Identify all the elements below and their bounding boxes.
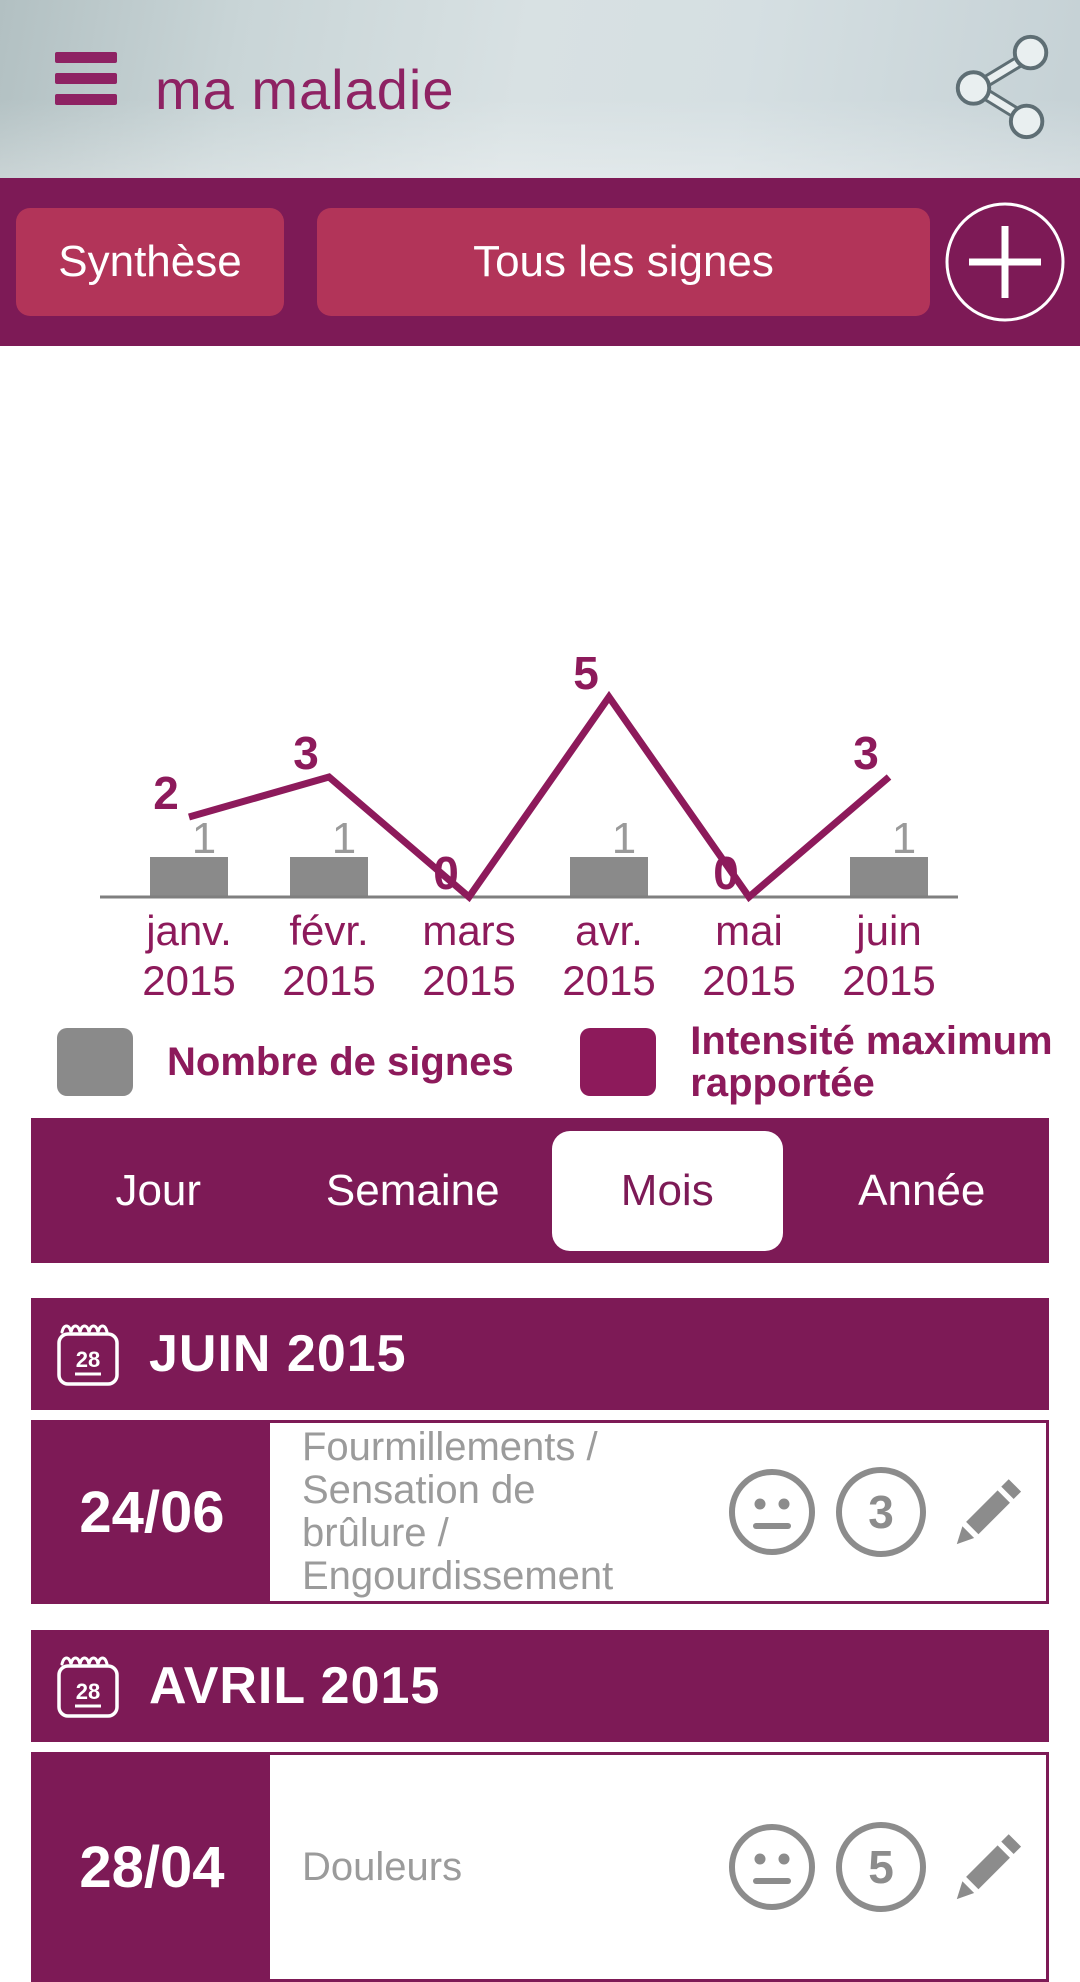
section-title: JUIN 2015 xyxy=(149,1325,407,1383)
line-value-label: 0 xyxy=(713,847,739,899)
month-label: mars xyxy=(422,907,515,954)
entry-date: 24/06 xyxy=(34,1423,270,1601)
line-value-label: 2 xyxy=(153,767,179,819)
menu-bar xyxy=(55,52,117,63)
selected-pill xyxy=(552,1131,783,1251)
plus-icon xyxy=(945,202,1065,322)
month-year-label: 2015 xyxy=(142,957,235,1004)
menu-icon[interactable] xyxy=(55,52,117,115)
bar-value-label: 1 xyxy=(892,814,916,863)
symptom-row[interactable]: 24/06 Fourmillements / Sensation de brûl… xyxy=(31,1420,1049,1604)
legend-swatch-gray xyxy=(57,1028,133,1096)
chart-section: 1 1 1 1 2 3 0 5 0 3 janv. 2015 févr. 2015 mars 2015 avr.… xyxy=(0,346,1080,1118)
period-option-année[interactable]: Année xyxy=(795,1118,1050,1263)
calendar-icon: 28 xyxy=(57,1324,119,1386)
app-header: ma maladie xyxy=(0,0,1080,178)
toolbar: Synthèse Tous les signes xyxy=(0,178,1080,346)
section-header: 28 JUIN 2015 xyxy=(31,1298,1049,1410)
intensity-badge: 5 xyxy=(836,1822,926,1912)
bar xyxy=(850,857,928,897)
month-label: avr. xyxy=(575,907,643,954)
line-value-label: 5 xyxy=(573,647,599,699)
month-year-label: 2015 xyxy=(702,957,795,1004)
entry-date: 28/04 xyxy=(34,1755,270,1979)
calendar-icon: 28 xyxy=(57,1656,119,1718)
legend-item-signes: Nombre de signes xyxy=(57,1028,580,1096)
month-section-avril: 28 AVRIL 2015 28/04 Douleurs 5 xyxy=(31,1630,1049,1982)
month-label: juin xyxy=(854,907,921,954)
month-label: févr. xyxy=(289,907,368,954)
svg-text:28: 28 xyxy=(76,1679,100,1704)
month-year-label: 2015 xyxy=(422,957,515,1004)
month-year-label: 2015 xyxy=(562,957,655,1004)
intensity-badge: 3 xyxy=(836,1467,926,1557)
bar xyxy=(150,857,228,897)
period-option-jour[interactable]: Jour xyxy=(31,1118,286,1263)
add-button[interactable] xyxy=(944,201,1066,323)
period-option-semaine[interactable]: Semaine xyxy=(286,1118,541,1263)
page-title: ma maladie xyxy=(155,57,455,121)
entry-icons: 3 xyxy=(726,1423,1024,1601)
menu-bar xyxy=(55,73,117,84)
month-label: janv. xyxy=(144,907,232,954)
period-option-mois[interactable]: Mois xyxy=(540,1118,795,1263)
symptom-row[interactable]: 28/04 Douleurs 5 xyxy=(31,1752,1049,1982)
period-option-label: Mois xyxy=(620,1165,714,1215)
legend-swatch-magenta xyxy=(580,1028,657,1096)
legend-label: Nombre de signes xyxy=(167,1040,514,1084)
entry-symptoms: Fourmillements / Sensation de brûlure / … xyxy=(302,1425,614,1598)
svg-text:28: 28 xyxy=(76,1347,100,1372)
entry-icons: 5 xyxy=(726,1755,1024,1979)
edit-pencil-icon[interactable] xyxy=(944,1825,1024,1909)
period-option-label: Semaine xyxy=(325,1165,500,1215)
bar-value-label: 1 xyxy=(612,814,636,863)
legend-item-intensite: Intensité maximum rapportée xyxy=(580,1020,1080,1104)
chart-legend: Nombre de signes Intensité maximum rappo… xyxy=(0,1006,1080,1118)
bar xyxy=(290,857,368,897)
period-option-label: Jour xyxy=(115,1165,202,1215)
line-value-label: 0 xyxy=(433,847,459,899)
line-value-label: 3 xyxy=(853,727,879,779)
synthese-button[interactable]: Synthèse xyxy=(16,208,284,316)
menu-bar xyxy=(55,94,117,105)
period-option-label: Année xyxy=(858,1165,986,1215)
neutral-face-icon xyxy=(729,1469,815,1555)
bar xyxy=(570,857,648,897)
neutral-face-icon xyxy=(729,1824,815,1910)
section-header: 28 AVRIL 2015 xyxy=(31,1630,1049,1742)
tous-les-signes-button[interactable]: Tous les signes xyxy=(317,208,930,316)
edit-pencil-icon[interactable] xyxy=(944,1470,1024,1554)
intensity-line xyxy=(188,690,892,903)
signs-intensity-chart: 1 1 1 1230503janv.2015févr.2015mars2015avr.… xyxy=(100,647,958,1004)
bar-value-label: 1 xyxy=(192,814,216,863)
share-icon[interactable] xyxy=(944,30,1062,142)
entry-symptoms: Douleurs xyxy=(302,1844,463,1889)
bar-value-label: 1 xyxy=(332,814,356,863)
month-label: mai xyxy=(715,907,783,954)
month-year-label: 2015 xyxy=(842,957,935,1004)
section-title: AVRIL 2015 xyxy=(149,1657,441,1715)
month-year-label: 2015 xyxy=(282,957,375,1004)
line-value-label: 3 xyxy=(293,727,319,779)
period-selector: Jour Semaine Mois Année xyxy=(31,1118,1049,1263)
legend-label: Intensité maximum rapportée xyxy=(690,1019,1053,1105)
month-section-juin: 28 JUIN 2015 24/06 Fourmillements / Sens… xyxy=(31,1298,1049,1604)
